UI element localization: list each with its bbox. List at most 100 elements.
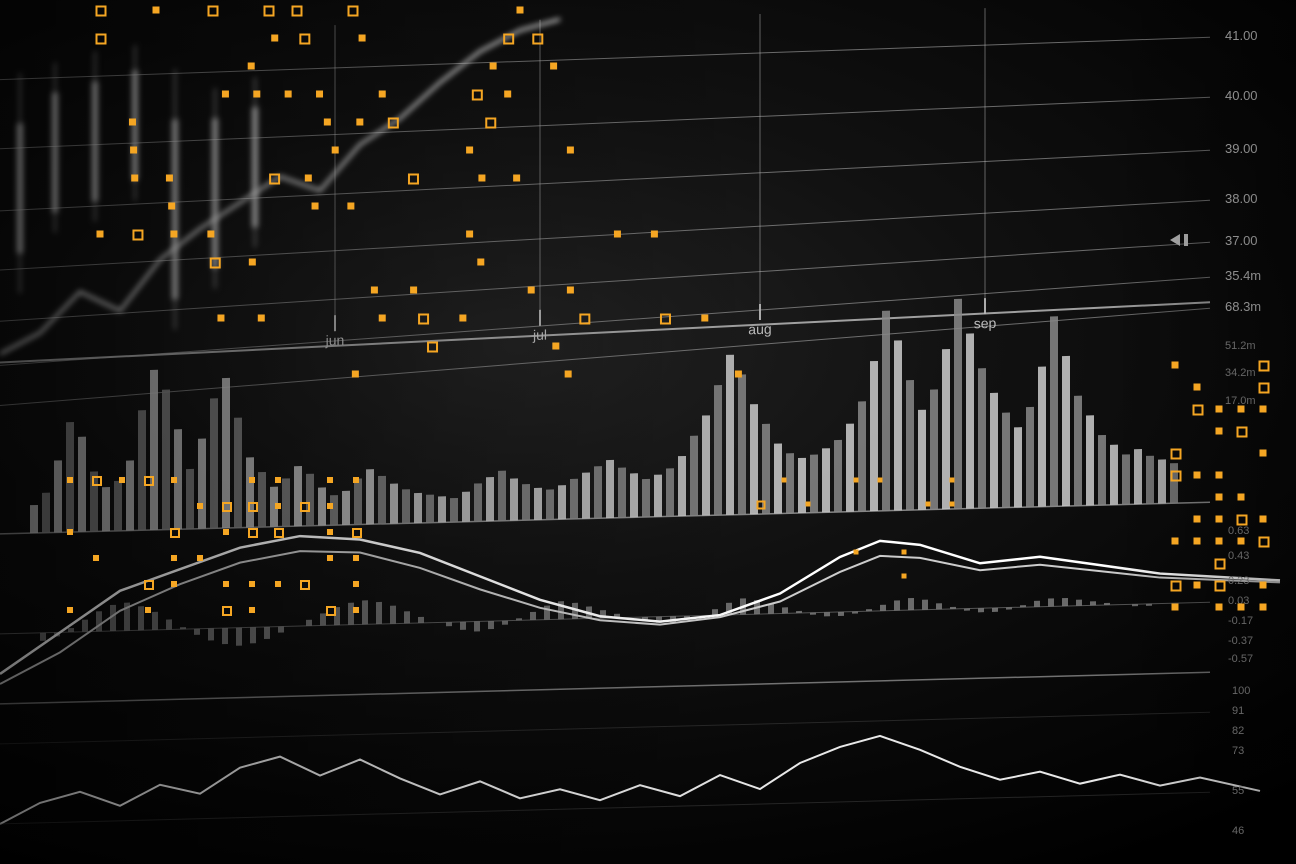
accent-dot-icon [1216,516,1223,523]
accent-dot-icon [353,607,359,613]
accent-dot-icon [131,175,138,182]
accent-dot-icon [356,119,363,126]
accent-dot-icon [275,477,281,483]
accent-dot-icon [119,477,125,483]
accent-dot-icon [217,315,224,322]
accent-dot-icon [1194,516,1201,523]
accent-dot-icon [1216,406,1223,413]
accent-dot-icon [1194,384,1201,391]
accent-dot-icon [410,287,417,294]
accent-dot-icon [327,529,333,535]
accent-dot-icon [67,607,73,613]
accent-dot-icon [1238,406,1245,413]
accent-dot-icon [1260,582,1267,589]
accent-dot-icon [902,550,907,555]
accent-dot-icon [67,529,73,535]
accent-dot-icon [567,147,574,154]
accent-dot-icon [316,91,323,98]
accent-dot-icon [1260,604,1267,611]
accent-dot-icon [854,550,859,555]
accent-dot-icon [258,315,265,322]
accent-dot-icon [332,147,339,154]
accent-dot-icon [285,91,292,98]
chart-stage: junjulaugsep41.0040.0039.0038.0037.0035.… [0,0,1296,864]
accent-dot-icon [517,7,524,14]
accent-dot-icon [1260,406,1267,413]
accent-dot-icon [1172,362,1179,369]
accent-dot-icon [854,478,859,483]
accent-dot-icon [1194,472,1201,479]
accent-dot-icon [735,371,742,378]
accent-dot-icon [528,287,535,294]
accent-dot-icon [248,63,255,70]
accent-dot-icon [782,478,787,483]
accent-dot-icon [170,231,177,238]
accent-dot-icon [93,555,99,561]
accent-dot-icon [327,477,333,483]
accent-dot-icon [466,147,473,154]
accent-dot-icon [353,477,359,483]
accent-dot-icon [171,477,177,483]
accent-dot-icon [371,287,378,294]
accent-dot-icon [327,503,333,509]
accent-dot-icon [477,259,484,266]
accent-dot-icon [567,287,574,294]
accent-dot-icon [223,529,229,535]
accent-dot-icon [249,607,255,613]
accent-dot-icon [67,477,73,483]
accent-dot-icon [353,555,359,561]
accent-dot-icon [168,203,175,210]
accent-dot-icon [513,175,520,182]
accent-dot-icon [550,63,557,70]
accent-dot-icon [197,555,203,561]
accent-dot-icon [379,91,386,98]
accent-dot-icon [359,35,366,42]
chart-svg: junjulaugsep41.0040.0039.0038.0037.0035.… [0,0,1296,864]
accent-dot-icon [1238,494,1245,501]
accent-dot-icon [312,203,319,210]
accent-dot-icon [1216,538,1223,545]
accent-dot-icon [97,231,104,238]
accent-dot-icon [614,231,621,238]
accent-dot-icon [249,477,255,483]
accent-dot-icon [1194,538,1201,545]
accent-dot-icon [130,147,137,154]
accent-dot-icon [223,581,229,587]
accent-dot-icon [249,581,255,587]
accent-dot-icon [1216,472,1223,479]
accent-dot-icon [353,581,359,587]
accent-dot-icon [1172,538,1179,545]
accent-dot-icon [1238,538,1245,545]
accent-dot-icon [324,119,331,126]
accent-dot-icon [1216,428,1223,435]
accent-dot-icon [171,555,177,561]
accent-dot-icon [902,574,907,579]
accent-dot-icon [1260,450,1267,457]
accent-dot-icon [153,7,160,14]
accent-dot-icon [275,503,281,509]
accent-dot-icon [166,175,173,182]
accent-dot-icon [1194,582,1201,589]
accent-dot-icon [1238,604,1245,611]
accent-dot-icon [504,91,511,98]
accent-dot-icon [490,63,497,70]
accent-dot-icon [1260,516,1267,523]
accent-dot-icon [347,203,354,210]
accent-dot-icon [950,478,955,483]
accent-dot-icon [565,371,572,378]
accent-dot-icon [466,231,473,238]
accent-dot-icon [271,35,278,42]
accent-dot-icon [1172,604,1179,611]
accent-dot-icon [1216,494,1223,501]
accent-dot-icon [253,91,260,98]
accent-dot-icon [171,581,177,587]
accent-dot-icon [950,502,955,507]
accent-dot-icon [352,371,359,378]
accent-dot-icon [651,231,658,238]
accent-dot-icon [305,175,312,182]
accent-dot-icon [478,175,485,182]
accent-dot-icon [145,607,151,613]
accent-dot-icon [249,259,256,266]
accent-dot-icon [207,231,214,238]
accent-dot-icon [1216,604,1223,611]
